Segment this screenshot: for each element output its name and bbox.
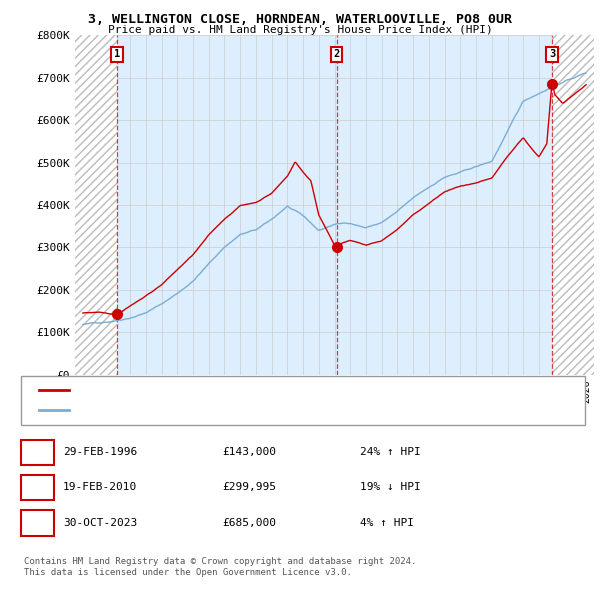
Text: £685,000: £685,000 <box>222 518 276 527</box>
Text: Price paid vs. HM Land Registry's House Price Index (HPI): Price paid vs. HM Land Registry's House … <box>107 25 493 35</box>
Bar <box>75 35 117 375</box>
Text: This data is licensed under the Open Government Licence v3.0.: This data is licensed under the Open Gov… <box>24 568 352 577</box>
Bar <box>337 35 552 375</box>
Text: 19% ↓ HPI: 19% ↓ HPI <box>360 483 421 492</box>
Bar <box>117 35 337 375</box>
Text: £299,995: £299,995 <box>222 483 276 492</box>
Text: Contains HM Land Registry data © Crown copyright and database right 2024.: Contains HM Land Registry data © Crown c… <box>24 557 416 566</box>
Text: 3: 3 <box>34 518 41 527</box>
Text: HPI: Average price, detached house, East Hampshire: HPI: Average price, detached house, East… <box>75 406 362 415</box>
Text: 1: 1 <box>34 447 41 457</box>
Text: 2: 2 <box>334 50 340 60</box>
Text: 24% ↑ HPI: 24% ↑ HPI <box>360 447 421 457</box>
Text: 3, WELLINGTON CLOSE, HORNDEAN, WATERLOOVILLE, PO8 0UR (detached house): 3, WELLINGTON CLOSE, HORNDEAN, WATERLOOV… <box>75 386 478 395</box>
Bar <box>552 35 594 375</box>
Text: 3: 3 <box>549 50 555 60</box>
Text: 3, WELLINGTON CLOSE, HORNDEAN, WATERLOOVILLE, PO8 0UR: 3, WELLINGTON CLOSE, HORNDEAN, WATERLOOV… <box>88 13 512 26</box>
Text: 19-FEB-2010: 19-FEB-2010 <box>63 483 137 492</box>
Text: 2: 2 <box>34 483 41 492</box>
Text: 30-OCT-2023: 30-OCT-2023 <box>63 518 137 527</box>
Text: 29-FEB-1996: 29-FEB-1996 <box>63 447 137 457</box>
Text: 1: 1 <box>114 50 120 60</box>
Text: £143,000: £143,000 <box>222 447 276 457</box>
Text: 4% ↑ HPI: 4% ↑ HPI <box>360 518 414 527</box>
